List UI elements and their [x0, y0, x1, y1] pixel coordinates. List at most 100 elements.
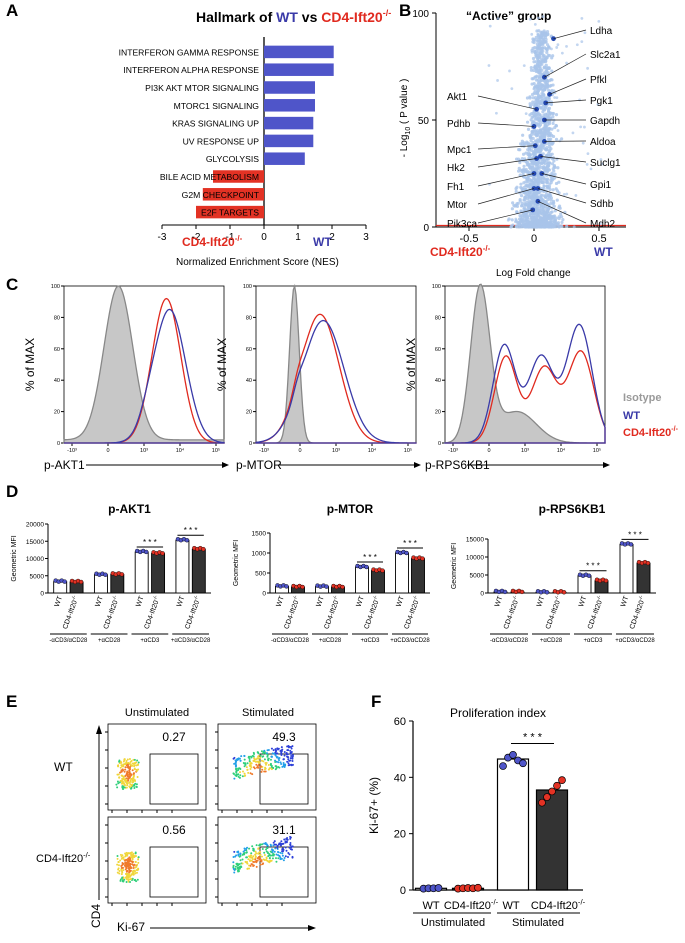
flow-event	[290, 844, 292, 846]
histogram-ylabel: % of MAX	[215, 338, 229, 391]
flow-event	[123, 856, 125, 858]
gene-label-mtor: Mtor	[447, 200, 468, 211]
flow-event	[258, 858, 260, 860]
volcano-point	[538, 36, 541, 39]
volcano-point	[521, 204, 524, 207]
volcano-point	[558, 215, 561, 218]
flow-event	[121, 854, 123, 856]
flow-event	[280, 840, 282, 842]
bar-label-wt: WT	[396, 595, 407, 608]
volcano-point	[524, 196, 527, 199]
volcano-point	[561, 52, 564, 55]
flow-event	[278, 748, 280, 750]
flow-event	[280, 754, 282, 756]
gene-label-pgk1: Pgk1	[590, 96, 613, 107]
flow-event	[256, 844, 258, 846]
volcano-point	[522, 207, 525, 210]
data-point	[559, 777, 566, 784]
volcano-point	[586, 67, 589, 70]
flow-event	[255, 764, 257, 766]
x-tick-label: 10⁵	[593, 447, 601, 454]
chart-title: p-AKT1	[108, 502, 151, 516]
flow-event	[233, 871, 235, 873]
volcano-point	[553, 225, 556, 228]
volcano-point	[543, 184, 546, 187]
panel-a-title: Hallmark of WT vs CD4-Ift20-/-	[196, 8, 391, 25]
flow-event	[121, 877, 123, 879]
flow-event	[133, 874, 135, 876]
flow-event	[123, 760, 125, 762]
y-tick-label: 10000	[466, 555, 484, 562]
flow-event	[239, 771, 241, 773]
volcano-point	[534, 161, 537, 164]
flow-event	[263, 750, 265, 752]
panel-b-wt-label: WT	[594, 245, 613, 259]
category-label: INTERFERON ALPHA RESPONSE	[123, 65, 259, 75]
flow-event	[234, 774, 236, 776]
bar-label-ko-sup: -/-	[332, 594, 339, 601]
data-point	[405, 551, 409, 555]
flow-event	[274, 847, 276, 849]
y-tick-label: 100	[432, 284, 441, 290]
bar-label-ko-main: CD4-Ift20	[545, 600, 562, 631]
volcano-point	[511, 207, 514, 210]
flow-event	[126, 784, 128, 786]
volcano-point	[545, 207, 548, 210]
flow-event	[129, 881, 131, 883]
x-axis-label: Ki-67	[117, 920, 145, 934]
bar-label-ko-sup: -/-	[554, 594, 561, 601]
flow-event	[117, 780, 119, 782]
flow-event	[243, 755, 245, 757]
flow-event	[274, 761, 276, 763]
flow-event	[290, 757, 292, 759]
row-label-ko: CD4-Ift20-/-	[36, 851, 91, 865]
flow-event	[133, 870, 135, 872]
data-point	[604, 579, 608, 583]
volcano-point	[550, 181, 553, 184]
volcano-point	[537, 209, 540, 212]
flow-event	[277, 851, 279, 853]
flow-event	[130, 878, 132, 880]
volcano-point	[549, 147, 552, 150]
volcano-point	[556, 166, 559, 169]
flow-event	[239, 760, 241, 762]
flow-event	[240, 859, 242, 861]
flow-event	[137, 862, 139, 864]
flow-event	[119, 880, 121, 882]
flow-event	[118, 777, 120, 779]
volcano-point	[540, 49, 543, 52]
flow-event	[288, 760, 290, 762]
flow-event	[135, 786, 137, 788]
volcano-point	[533, 167, 536, 170]
flow-event	[124, 781, 126, 783]
flow-event	[253, 861, 255, 863]
group-label: +αCD3/αCD28	[390, 638, 430, 644]
flow-event	[282, 758, 284, 760]
volcano-point	[551, 162, 554, 165]
flow-event	[266, 860, 268, 862]
flow-event	[256, 866, 258, 868]
flow-event	[232, 861, 234, 863]
panel-letter-b: B	[399, 1, 411, 20]
volcano-point	[565, 225, 568, 228]
flow-event	[244, 775, 246, 777]
flow-event	[263, 852, 265, 854]
flow-event	[240, 865, 242, 867]
x-tick-label: -10³	[448, 448, 458, 454]
flow-event	[260, 864, 262, 866]
flow-event	[131, 787, 133, 789]
volcano-point	[541, 110, 544, 113]
flow-event	[127, 852, 129, 854]
volcano-point	[545, 51, 548, 54]
flow-event	[127, 865, 129, 867]
flow-event	[273, 753, 275, 755]
flow-event	[117, 861, 119, 863]
x-tick-label: 0.5	[591, 233, 606, 245]
volcano-point	[542, 206, 545, 209]
bar-interferon-alpha-response	[264, 63, 334, 75]
flow-event	[242, 863, 244, 865]
volcano-point	[542, 32, 545, 35]
volcano-point	[515, 186, 518, 189]
x-tick-label: 10³	[332, 448, 340, 454]
